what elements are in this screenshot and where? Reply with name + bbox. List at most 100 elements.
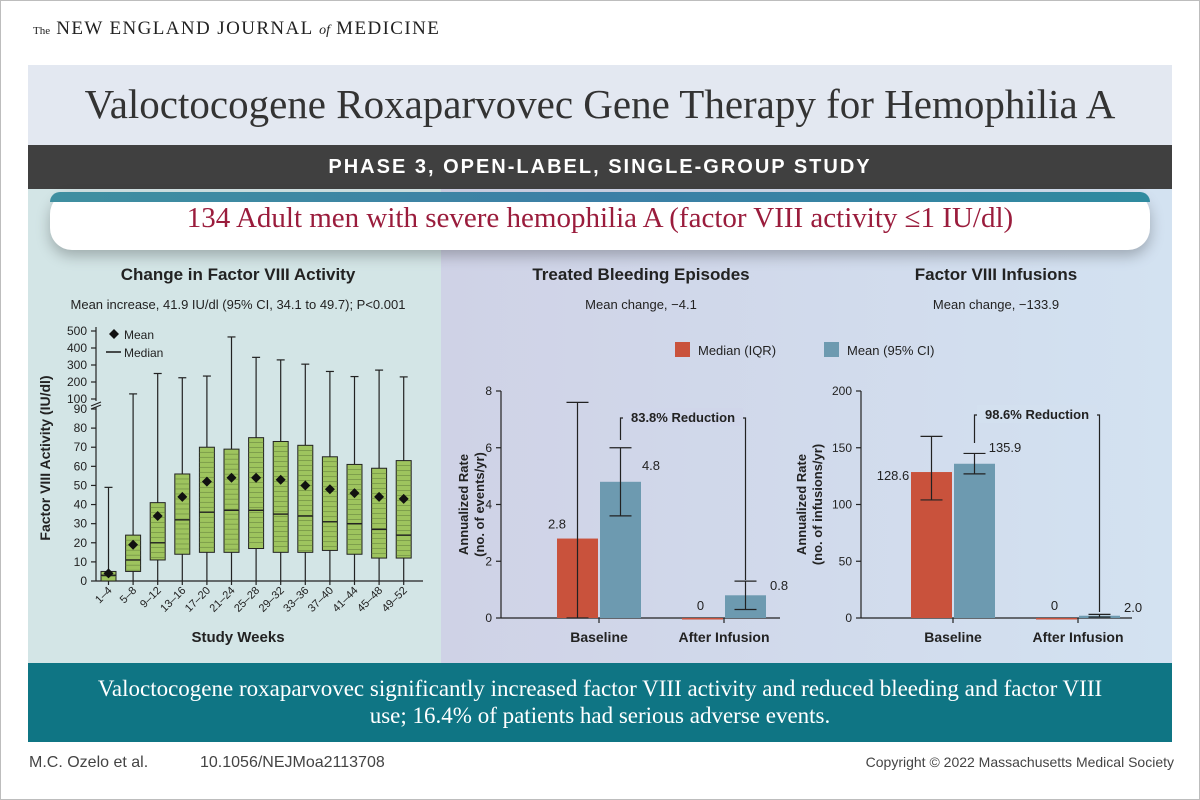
box-x-tick-label: 41–44: [331, 585, 361, 615]
title-band: Valoctocogene Roxaparvovec Gene Therapy …: [28, 65, 1172, 145]
box-y-tick-label: 400: [67, 341, 87, 355]
doi-link[interactable]: 10.1056/NEJMoa2113708: [200, 754, 385, 771]
infusions-chart-y-tick-label: 100: [832, 498, 852, 512]
study-design-band: PHASE 3, OPEN-LABEL, SINGLE-GROUP STUDY: [28, 145, 1172, 189]
authors: M.C. Ozelo et al.: [29, 754, 149, 771]
infusions-chart-ylabel-line2: (no. of infusions/yr): [810, 444, 825, 565]
bleeding-chart-y-tick-label: 2: [485, 554, 492, 568]
population-banner: 134 Adult men with severe hemophilia A (…: [50, 192, 1150, 250]
box-mean-marker: [152, 511, 163, 522]
infusions-chart-subtitle: Mean change, −133.9: [933, 297, 1059, 312]
box-x-tick-label: 1–4: [93, 585, 114, 606]
journal-of: of: [319, 23, 330, 38]
box-y-tick-label: 300: [67, 358, 87, 372]
bleeding-chart-value-label-mean: 4.8: [642, 458, 660, 473]
infusions-chart-reduction-label-bg: [977, 405, 1097, 423]
infusions-chart-value-label-median: 0: [1051, 598, 1058, 613]
infusions-chart-y-tick-label: 150: [832, 441, 852, 455]
infusions-chart-y-tick-label: 50: [839, 554, 853, 568]
box-iqr: [198, 446, 215, 553]
box-chart-subtitle: Mean increase, 41.9 IU/dl (95% CI, 34.1 …: [71, 297, 406, 312]
bleeding-chart-x-tick-label: Baseline: [570, 629, 628, 645]
box-x-tick-label: 45–48: [355, 585, 385, 615]
box-y-tick-label: 40: [74, 498, 88, 512]
box-axis-break: [90, 401, 102, 410]
bleeding-chart-y-tick-label: 8: [485, 384, 492, 398]
box-x-tick-label: 17–20: [183, 585, 213, 615]
bleeding-chart-bar-median: [682, 618, 723, 620]
box-y-tick-label: 10: [74, 555, 88, 569]
journal-the: The: [33, 25, 51, 37]
bleeding-chart-y-tick-label: 4: [485, 498, 492, 512]
box-x-tick-label: 21–24: [208, 585, 238, 615]
box-x-tick-label: 25–28: [232, 585, 262, 615]
conclusion-band: Valoctocogene roxaparvovec significantly…: [28, 663, 1172, 742]
box-iqr: [248, 437, 265, 550]
box-y-tick-label: 500: [67, 324, 87, 338]
box-y-tick-label: 90: [74, 402, 88, 416]
infusions-chart-title: Factor VIII Infusions: [915, 265, 1077, 284]
box-y-tick-label: 50: [74, 478, 88, 492]
box-chart-title: Change in Factor VIII Activity: [121, 265, 356, 284]
box-iqr: [321, 456, 338, 551]
legend-mean-label: Mean: [124, 328, 154, 342]
study-design-label: PHASE 3, OPEN-LABEL, SINGLE-GROUP STUDY: [328, 156, 872, 178]
box-mean-marker: [349, 488, 360, 499]
infusions-chart-y-tick-label: 200: [832, 384, 852, 398]
infusions-chart-x-tick-label: After Infusion: [1033, 629, 1124, 645]
infusions-chart-bar-median: [1036, 618, 1077, 620]
box-x-tick-label: 37–40: [306, 585, 336, 615]
box-x-tick-label: 33–36: [281, 585, 311, 615]
box-chart-xlabel: Study Weeks: [191, 629, 284, 646]
legend-mean-swatch: [824, 342, 839, 357]
box-mean-marker: [275, 474, 286, 485]
box-y-tick-label: 20: [74, 536, 88, 550]
box-x-tick-label: 29–32: [257, 585, 287, 615]
box-mean-marker: [177, 491, 188, 502]
box-mean-marker: [398, 493, 409, 504]
legend-median-text: Median (IQR): [698, 343, 776, 358]
box-y-tick-label: 0: [80, 574, 87, 588]
box-mean-marker: [324, 484, 335, 495]
population-text: 134 Adult men with severe hemophilia A (…: [186, 202, 1014, 234]
box-mean-marker: [128, 539, 139, 550]
legend-mean-text: Mean (95% CI): [847, 343, 934, 358]
bleeding-chart-x-tick-label: After Infusion: [679, 629, 770, 645]
box-x-tick-label: 13–16: [158, 585, 188, 615]
box-chart-ylabel: Factor VIII Activity (IU/dl): [37, 375, 53, 540]
box-mean-marker: [374, 491, 385, 502]
infusions-chart-value-label-mean: 2.0: [1124, 600, 1142, 615]
conclusion-text: Valoctocogene roxaparvovec significantly…: [97, 676, 1103, 728]
legend-mean-diamond: [109, 329, 119, 339]
journal-masthead: The NEW ENGLAND JOURNAL of MEDICINE: [33, 18, 440, 40]
page-title: Valoctocogene Roxaparvovec Gene Therapy …: [84, 81, 1116, 127]
legend-median-swatch: [675, 342, 690, 357]
infusions-chart-ylabel-line1: Annualized Rate: [794, 454, 809, 555]
bleeding-chart-value-label-median: 0: [697, 598, 704, 613]
box-iqr: [272, 440, 289, 553]
box-mean-marker: [251, 472, 262, 483]
box-y-tick-label: 100: [67, 392, 87, 406]
bleeding-chart-reduction-label-bg: [623, 408, 743, 426]
copyright: Copyright © 2022 Massachusetts Medical S…: [865, 754, 1174, 770]
box-x-tick-label: 49–52: [380, 585, 410, 615]
bleeding-chart-title: Treated Bleeding Episodes: [532, 265, 749, 284]
box-y-tick-label: 60: [74, 459, 88, 473]
box-y-tick-label: 30: [74, 517, 88, 531]
infusions-chart-bar-mean: [954, 463, 995, 618]
box-iqr: [223, 448, 240, 553]
box-mean-marker: [300, 480, 311, 491]
infusions-chart-reduction-label: 98.6% Reduction: [985, 407, 1089, 422]
infusions-chart-x-tick-label: Baseline: [924, 629, 982, 645]
journal-name-part1: NEW ENGLAND JOURNAL: [56, 18, 313, 39]
journal-name-part2: MEDICINE: [336, 18, 441, 39]
box-y-tick-label: 70: [74, 440, 88, 454]
bleeding-chart-subtitle: Mean change, −4.1: [585, 297, 697, 312]
box-iqr: [395, 460, 412, 559]
box-mean-marker: [226, 472, 237, 483]
bleeding-chart-ylabel-line2: (no. of events/yr): [472, 452, 487, 557]
box-x-tick-label: 5–8: [118, 585, 139, 606]
factor-activity-panel: [28, 189, 441, 663]
infusions-chart-y-tick-label: 0: [845, 611, 852, 625]
